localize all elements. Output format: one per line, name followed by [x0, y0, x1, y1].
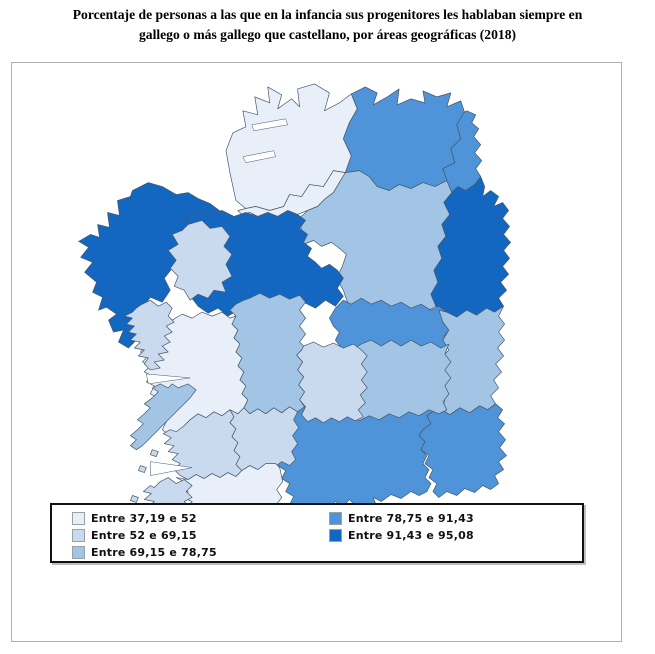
- legend-item: Entre 78,75 e 91,43: [329, 510, 474, 527]
- ria-inlet: [242, 150, 277, 163]
- ria-inlet: [251, 118, 288, 132]
- page-title-line-2: gallego o más gallego que castellano, po…: [138, 27, 517, 42]
- map-region-isla3: [149, 449, 159, 457]
- legend-swatch: [72, 529, 85, 542]
- legend-item: Entre 91,43 e 95,08: [329, 527, 474, 544]
- map-region-r20: [229, 406, 299, 471]
- legend-swatch: [329, 529, 342, 542]
- map-region-isla2: [130, 495, 139, 503]
- legend-label: Entre 69,15 e 78,75: [91, 546, 217, 559]
- legend-swatch: [72, 546, 85, 559]
- map-region-r15: [296, 341, 368, 424]
- legend-column-2: Entre 78,75 e 91,43 Entre 91,43 e 95,08: [329, 510, 474, 544]
- legend-item: Entre 52 e 69,15: [72, 527, 217, 544]
- map-frame: Entre 37,19 e 52 Entre 52 e 69,15 Entre …: [11, 62, 622, 642]
- map-region-r18: [124, 299, 175, 371]
- legend-label: Entre 91,43 e 95,08: [348, 529, 474, 542]
- legend-label: Entre 78,75 e 91,43: [348, 512, 474, 525]
- legend-swatch: [329, 512, 342, 525]
- map-region-isla1: [138, 465, 147, 473]
- page-title-line-1: Porcentaje de personas a las que en la i…: [72, 7, 583, 22]
- legend-box: Entre 37,19 e 52 Entre 52 e 69,15 Entre …: [50, 503, 584, 563]
- map-region-r9: [167, 220, 233, 301]
- legend-item: Entre 69,15 e 78,75: [72, 544, 217, 561]
- map-region-r13: [418, 403, 507, 498]
- legend-item: Entre 37,19 e 52: [72, 510, 217, 527]
- map-region-r19: [130, 383, 197, 451]
- galicia-choropleth-map: [78, 83, 511, 556]
- ria-inlet: [146, 373, 191, 385]
- ria-inlet: [150, 461, 193, 476]
- legend-label: Entre 52 e 69,15: [91, 529, 197, 542]
- legend-swatch: [72, 512, 85, 525]
- page-title: Porcentaje de personas a las que en la i…: [0, 5, 655, 45]
- legend-column-1: Entre 37,19 e 52 Entre 52 e 69,15 Entre …: [72, 510, 217, 561]
- legend-label: Entre 37,19 e 52: [91, 512, 197, 525]
